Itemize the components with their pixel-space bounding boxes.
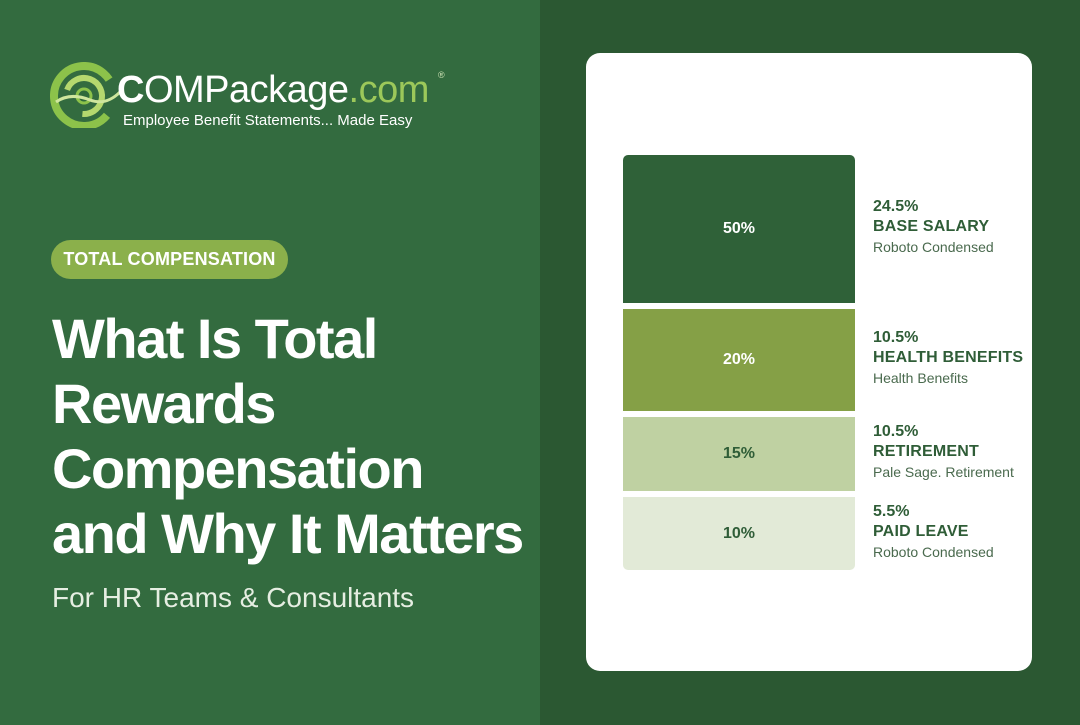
legend-percent: 24.5% [873,198,919,215]
registered-mark: ® [438,70,445,80]
title-line: and Why It Matters [52,502,524,565]
category-badge[interactable]: TOTAL COMPENSATION [51,240,288,279]
bar-segment: 10% [623,497,855,570]
title-line: Rewards [52,372,276,435]
logo-wordmark-c: C [117,69,144,111]
legend-description: Roboto Condensed [873,239,994,255]
legend-description: Pale Sage. Retirement [873,464,1014,480]
bar-segment: 50% [623,155,855,303]
title-line: Compensation [52,437,424,500]
legend-name: BASE SALARY [873,218,990,235]
logo-wordmark-main: OMPackage [143,69,349,111]
segment-value-label: 20% [722,351,756,368]
logo-tagline: Employee Benefit Statements... Made Easy [123,112,413,129]
logo[interactable]: COMPackage.com ® Employee Benefit Statem… [50,60,445,135]
legend-percent: 10.5% [873,423,919,440]
legend-description: Health Benefits [873,370,968,386]
logo-swirl-icon [50,62,122,128]
segment-value-label: 15% [722,445,756,462]
logo-wordmark-tld: .com [348,69,430,111]
legend-description: Roboto Condensed [873,543,994,560]
segment-value-label: 50% [722,220,756,237]
page-subtitle: For HR Teams & Consultants [52,582,415,613]
left-panel: COMPackage.com ® Employee Benefit Statem… [0,0,540,725]
bar-segment: 15% [623,417,855,491]
logo-wordmark: COMPackage.com [117,70,429,110]
legend-name: RETIREMENT [873,443,979,460]
legend-name: HEALTH BENEFITS [873,349,1024,366]
chart-card: 50% 20% 15% 10% 24.5% BASE SALARY Roboto Cond… [586,53,1032,671]
legend-item: 10.5% RETIREMENT Pale Sage. Retirement [873,422,1033,482]
legend-percent: 5.5% [873,502,910,520]
legend-item: 10.5% HEALTH BENEFITS Health Benefits [873,328,1033,388]
legend-item: 24.5% BASE SALARY Roboto Condensed [873,197,1033,257]
page-title: What Is Total Rewards Compensation and W… [52,306,532,566]
legend-percent: 10.5% [873,329,919,346]
legend-name: PAID LEAVE [873,522,969,540]
segment-value-label: 10% [722,524,756,542]
legend-item: 5.5% PAID LEAVE Roboto Condensed [873,502,1033,562]
title-line: What Is Total [52,307,378,370]
bar-segment: 20% [623,309,855,411]
